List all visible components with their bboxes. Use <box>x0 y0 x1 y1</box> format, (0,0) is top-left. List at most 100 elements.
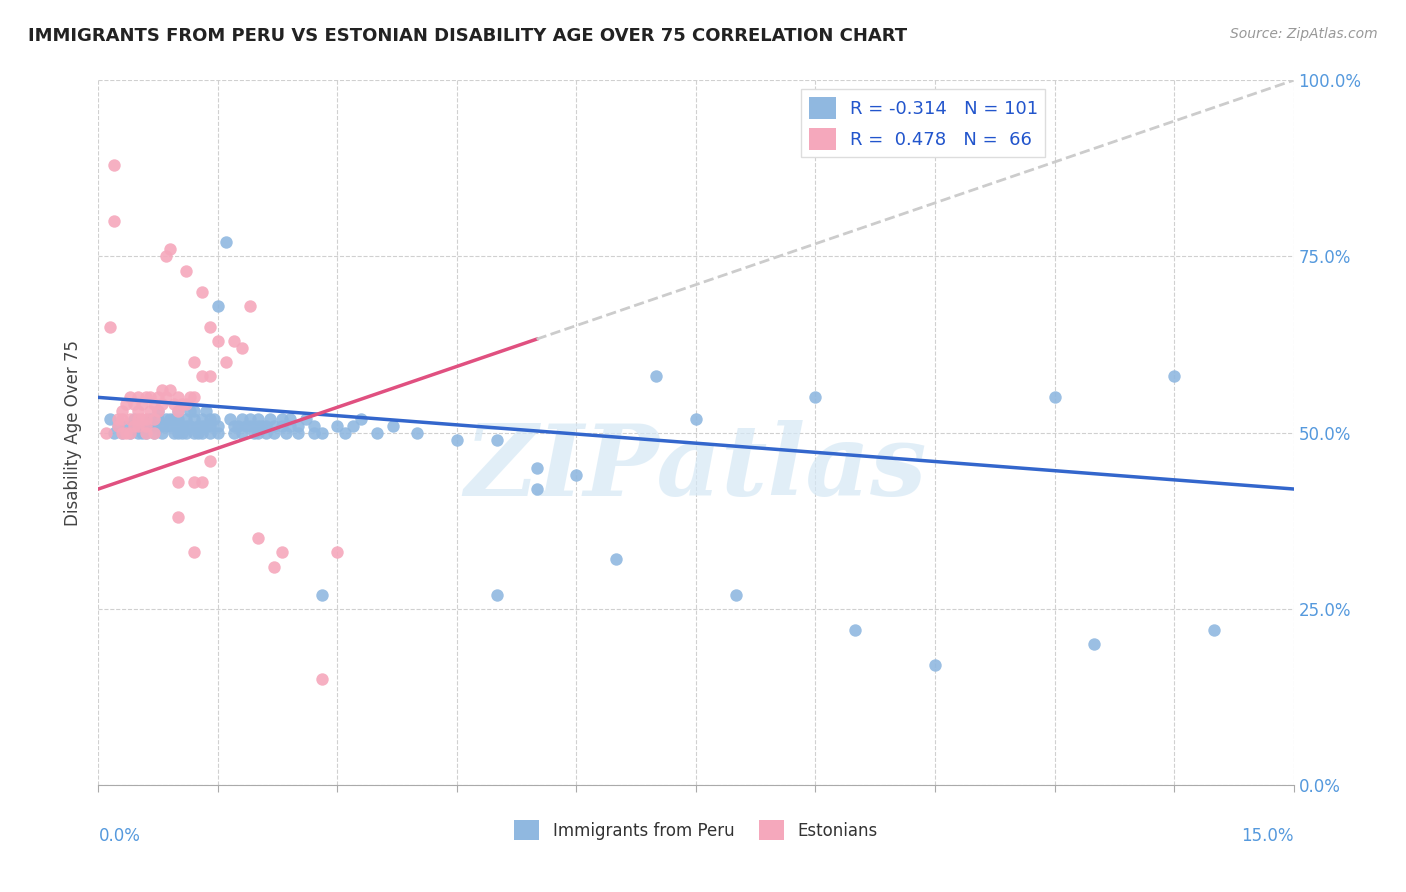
Point <box>198 319 221 334</box>
Point <box>172 397 194 411</box>
Point <box>135 418 157 433</box>
Point <box>804 391 827 405</box>
Point <box>103 214 125 228</box>
Point <box>724 588 747 602</box>
Point <box>287 425 309 440</box>
Point <box>107 418 129 433</box>
Point <box>111 425 134 440</box>
Point <box>215 355 238 369</box>
Point <box>115 425 138 440</box>
Point <box>120 425 142 440</box>
Point <box>198 425 221 440</box>
Point <box>148 404 170 418</box>
Point <box>183 425 205 440</box>
Point <box>207 334 229 348</box>
Point <box>235 418 257 433</box>
Point <box>270 418 292 433</box>
Point <box>191 418 214 433</box>
Point <box>685 411 707 425</box>
Point <box>115 418 138 433</box>
Point <box>222 418 245 433</box>
Point <box>120 411 142 425</box>
Point <box>195 418 218 433</box>
Point <box>246 425 269 440</box>
Point <box>222 334 245 348</box>
Point <box>111 411 134 425</box>
Point <box>263 418 285 433</box>
Point <box>198 418 221 433</box>
Point <box>219 411 242 425</box>
Point <box>179 391 201 405</box>
Point <box>98 319 122 334</box>
Point <box>139 418 162 433</box>
Point <box>96 425 118 440</box>
Point <box>239 299 262 313</box>
Point <box>167 411 190 425</box>
Text: 15.0%: 15.0% <box>1241 827 1294 846</box>
Point <box>159 418 181 433</box>
Point <box>446 433 468 447</box>
Point <box>148 391 170 405</box>
Point <box>246 411 269 425</box>
Point <box>1083 637 1105 651</box>
Point <box>844 623 866 637</box>
Point <box>111 425 134 440</box>
Point <box>179 404 201 418</box>
Point <box>207 418 229 433</box>
Point <box>174 418 197 433</box>
Point <box>191 285 214 299</box>
Point <box>302 418 325 433</box>
Point <box>167 391 190 405</box>
Point <box>207 425 229 440</box>
Point <box>179 418 201 433</box>
Point <box>1202 623 1225 637</box>
Point <box>135 425 157 440</box>
Point <box>115 397 138 411</box>
Point <box>366 425 388 440</box>
Point <box>191 425 214 440</box>
Point <box>143 411 166 425</box>
Point <box>124 411 146 425</box>
Point <box>326 545 349 559</box>
Point <box>127 411 149 425</box>
Point <box>183 355 205 369</box>
Point <box>167 404 190 418</box>
Point <box>350 411 373 425</box>
Point <box>148 404 170 418</box>
Point <box>172 425 194 440</box>
Point <box>174 397 197 411</box>
Point <box>150 425 173 440</box>
Point <box>163 411 186 425</box>
Point <box>150 384 173 398</box>
Point <box>270 411 292 425</box>
Point <box>605 552 627 566</box>
Point <box>143 397 166 411</box>
Point <box>127 418 149 433</box>
Point <box>263 559 285 574</box>
Point <box>565 467 588 482</box>
Point <box>207 299 229 313</box>
Point <box>274 425 297 440</box>
Point <box>98 411 122 425</box>
Point <box>167 475 190 489</box>
Point <box>107 418 129 433</box>
Point <box>155 411 177 425</box>
Point <box>131 425 153 440</box>
Text: Source: ZipAtlas.com: Source: ZipAtlas.com <box>1230 27 1378 41</box>
Point <box>263 425 285 440</box>
Point <box>202 411 225 425</box>
Legend: Immigrants from Peru, Estonians: Immigrants from Peru, Estonians <box>508 814 884 847</box>
Point <box>107 411 129 425</box>
Point <box>127 391 149 405</box>
Point <box>222 425 245 440</box>
Point <box>124 418 146 433</box>
Point <box>198 454 221 468</box>
Point <box>155 418 177 433</box>
Point <box>183 411 205 425</box>
Point <box>526 482 548 496</box>
Text: ZIPatlas: ZIPatlas <box>465 419 927 516</box>
Point <box>103 425 125 440</box>
Point <box>139 404 162 418</box>
Point <box>485 433 508 447</box>
Point <box>250 418 273 433</box>
